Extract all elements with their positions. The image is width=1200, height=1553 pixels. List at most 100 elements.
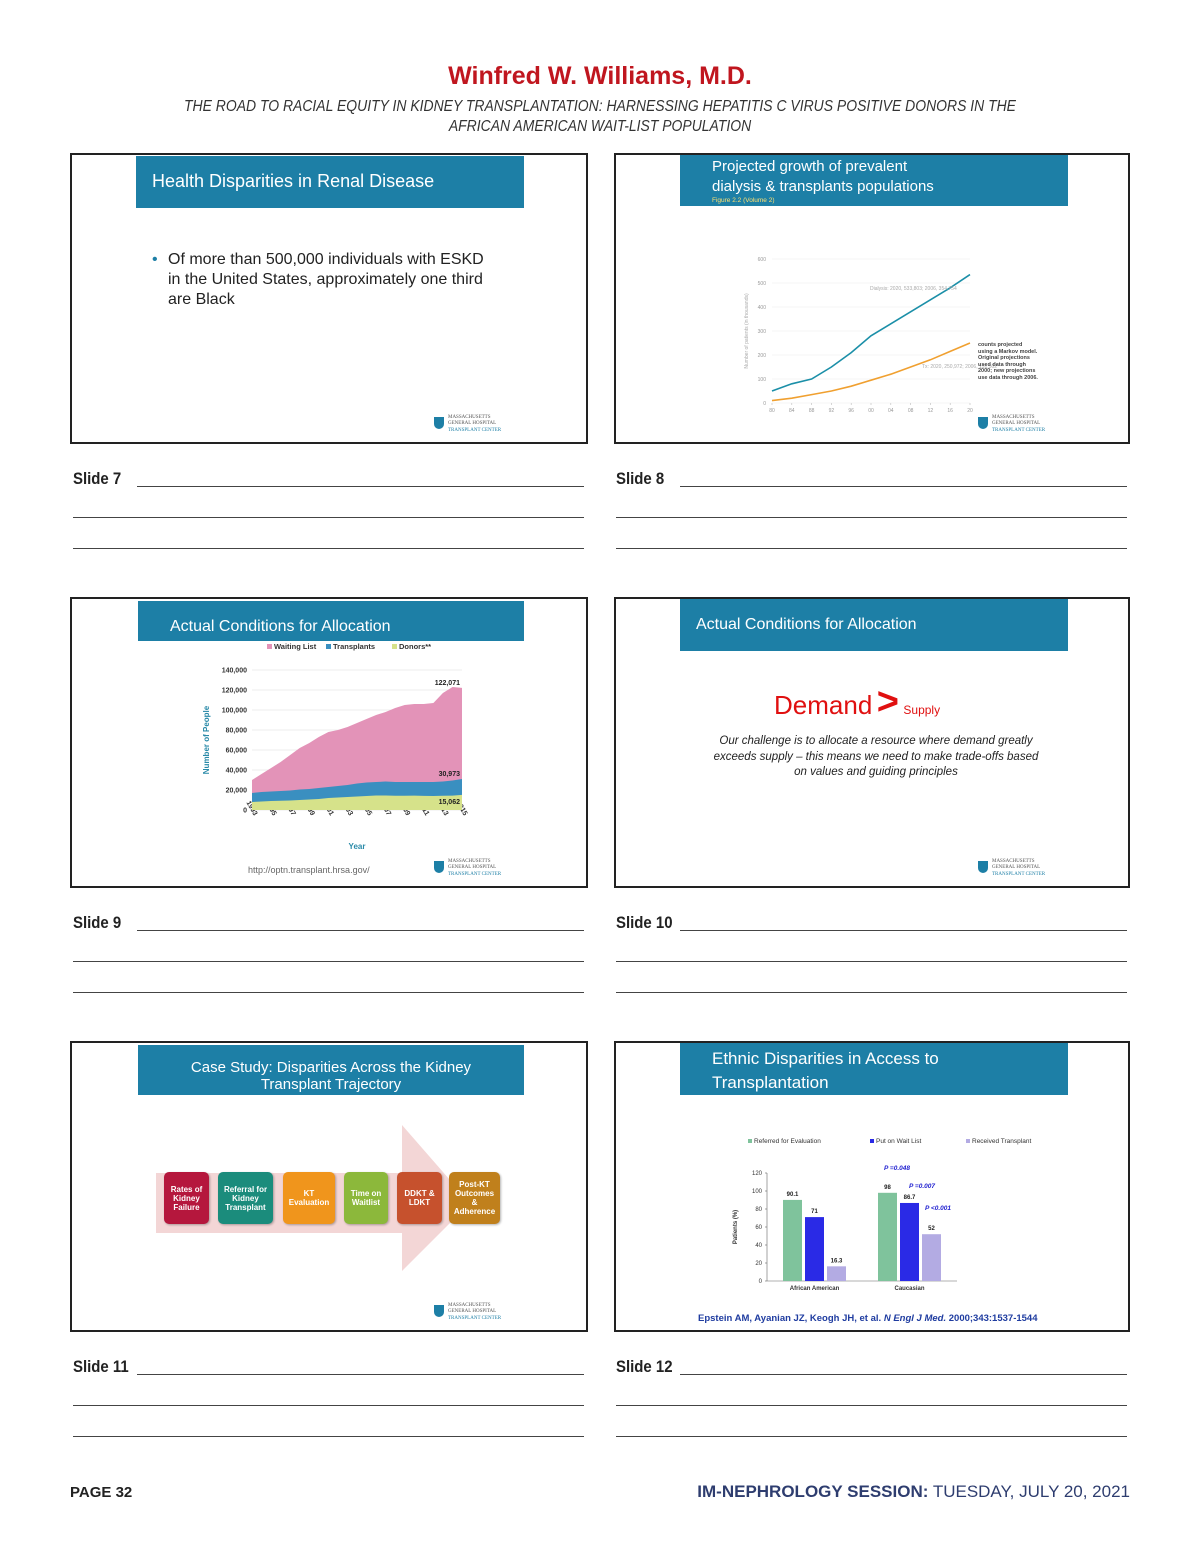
logo-text: TRANSPLANT CENTER xyxy=(992,872,1046,877)
note-line xyxy=(137,930,584,931)
x-tick-label: 84 xyxy=(789,408,795,414)
slide-title: Actual Conditions for Allocation xyxy=(680,599,1068,651)
logo-text: GENERAL HOSPITAL xyxy=(448,421,497,426)
slide-title-line: Projected growth of prevalent xyxy=(712,158,908,175)
note-line xyxy=(616,1405,1127,1406)
note-line xyxy=(680,486,1127,487)
y-tick-label: 80 xyxy=(755,1207,762,1213)
logo-text: MASSACHUSETTS xyxy=(992,415,1035,420)
bar xyxy=(827,1266,846,1281)
bar xyxy=(783,1199,802,1281)
logo: MASSACHUSETTS GENERAL HOSPITAL TRANSPLANT … xyxy=(978,415,1058,437)
y-tick-label: 0 xyxy=(763,401,766,407)
citation-journal: N Engl J Med. xyxy=(883,1313,947,1324)
note-line xyxy=(73,1405,584,1406)
y-axis-label: Number of patients (in thousands) xyxy=(744,293,750,369)
bullet-text: Of more than 500,000 individuals with ES… xyxy=(168,251,484,308)
y-tick-label: 120 xyxy=(752,1171,763,1177)
value-label: 52 xyxy=(928,1226,935,1232)
legend-label: Waiting List xyxy=(274,642,317,651)
subtitle: THE ROAD TO RACIAL EQUITY IN KIDNEY TRAN… xyxy=(150,97,1050,137)
legend-swatch xyxy=(267,644,272,649)
supply: Supply xyxy=(903,703,941,717)
logo: MASSACHUSETTS GENERAL HOSPITAL TRANSPLANT … xyxy=(978,859,1058,881)
step: DDKT & LDKT xyxy=(397,1172,442,1224)
bar-chart: 0 20 40 60 80 100 120 Patients (%) African Ameri… xyxy=(733,1138,1031,1292)
step: Time on Waitlist xyxy=(344,1172,388,1224)
value-label: 98 xyxy=(884,1185,891,1191)
logo-text: TRANSPLANT CENTER xyxy=(448,1316,502,1321)
slide-banner: Ethnic Disparities in Access to Transpla… xyxy=(680,1043,1068,1095)
value-label: 90.1 xyxy=(787,1192,799,1198)
note-line xyxy=(616,548,1127,549)
bullet-dot: • xyxy=(152,251,158,268)
x-tick-label: 12 xyxy=(928,408,934,414)
y-tick-label: 0 xyxy=(243,808,247,815)
annotation: P <0.001 xyxy=(925,1205,951,1212)
citation-authors: Epstein AM, Ayanian JZ, Keogh JH, et al. xyxy=(698,1313,882,1324)
x-axis-label: Year xyxy=(349,842,366,851)
figure-label: Figure 2.2 (Volume 2) xyxy=(712,197,775,204)
slide-banner: Case Study: Disparities Across the Kidne… xyxy=(138,1045,524,1095)
logo-text: GENERAL HOSPITAL xyxy=(448,1309,497,1314)
annotation: Tx: 2020, 250,972; 2006, 151,502 xyxy=(922,364,997,370)
y-tick-label: 140,000 xyxy=(222,668,247,675)
bullet: • Of more than 500,000 individuals with … xyxy=(152,250,492,310)
legend-label: Referred for Evaluation xyxy=(754,1138,821,1145)
logo-text: GENERAL HOSPITAL xyxy=(448,865,497,870)
slide-title: Actual Conditions for Allocation xyxy=(138,601,524,641)
logo-shield xyxy=(434,417,444,429)
x-tick-label: 08 xyxy=(908,408,914,414)
legend-swatch xyxy=(966,1139,970,1143)
logo-text: GENERAL HOSPITAL xyxy=(992,421,1041,426)
legend-label: Put on Wait List xyxy=(876,1138,921,1145)
slide: 0 100 200 300 400 500 600 80 84 88 92 96 00 04 08 12 16 2… xyxy=(614,153,1130,444)
value-label: 30,973 xyxy=(439,771,461,778)
y-tick-label: 100 xyxy=(758,377,767,383)
step: Rates of Kidney Failure xyxy=(164,1172,209,1224)
slide-label: Slide 9 xyxy=(73,913,122,932)
source: http://optn.transplant.hrsa.gov/ xyxy=(248,865,370,875)
x-tick-label: 20 xyxy=(967,408,973,414)
logo-shield xyxy=(978,861,988,873)
logo-text: TRANSPLANT CENTER xyxy=(448,872,502,877)
y-axis-label: Number of People xyxy=(202,705,211,774)
y-tick-label: 400 xyxy=(758,305,767,311)
note-line xyxy=(616,517,1127,518)
note-line xyxy=(616,961,1127,962)
slide: Health Disparities in Renal Disease • Of… xyxy=(70,153,588,444)
y-tick-label: 100 xyxy=(752,1189,763,1195)
y-tick-label: 60 xyxy=(755,1225,762,1231)
note-line xyxy=(73,548,584,549)
logo-text: MASSACHUSETTS xyxy=(448,859,491,864)
slide-title: Health Disparities in Renal Disease xyxy=(136,156,524,208)
logo: MASSACHUSETTS GENERAL HOSPITAL TRANSPLANT … xyxy=(434,859,514,881)
demand: Demand xyxy=(774,690,873,720)
session-name: IM-NEPHROLOGY SESSION: xyxy=(697,1482,929,1501)
legend-label: Transplants xyxy=(333,642,375,651)
logo: MASSACHUSETTS GENERAL HOSPITAL TRANSPLANT … xyxy=(434,1303,514,1325)
y-axis-label: Patients (%) xyxy=(733,1210,739,1244)
author-title: Winfred W. Williams, M.D. xyxy=(448,62,752,90)
y-tick-label: 40,000 xyxy=(226,768,248,775)
annotation: P =0.007 xyxy=(909,1183,935,1190)
line-chart: 0 100 200 300 400 500 600 80 84 88 92 96 00 04 08 12 16 2… xyxy=(744,257,997,414)
slide-title-line: Transplant Trajectory xyxy=(260,1076,402,1093)
logo-text: MASSACHUSETTS xyxy=(992,859,1035,864)
bar xyxy=(922,1234,941,1281)
slide-banner: Projected growth of prevalent dialysis &… xyxy=(680,155,1068,206)
slide: Case Study: Disparities Across the Kidne… xyxy=(70,1041,588,1332)
note-line xyxy=(616,1436,1127,1437)
x-tick-label: 16 xyxy=(947,408,953,414)
legend-label: Donors** xyxy=(399,642,431,651)
annotation: Dialysis: 2020, 533,803; 2006, 354,754 xyxy=(870,286,957,292)
x-tick-label: 04 xyxy=(888,408,894,414)
value-label: 15,062 xyxy=(439,799,461,806)
page-number: PAGE 32 xyxy=(70,1484,133,1501)
y-tick-label: 200 xyxy=(758,353,767,359)
slide: 0 20,000 40,000 60,000 80,000 100,000 120,000 1… xyxy=(70,597,588,888)
area xyxy=(252,687,462,810)
y-tick-label: 20,000 xyxy=(226,788,248,795)
note-line xyxy=(73,992,584,993)
